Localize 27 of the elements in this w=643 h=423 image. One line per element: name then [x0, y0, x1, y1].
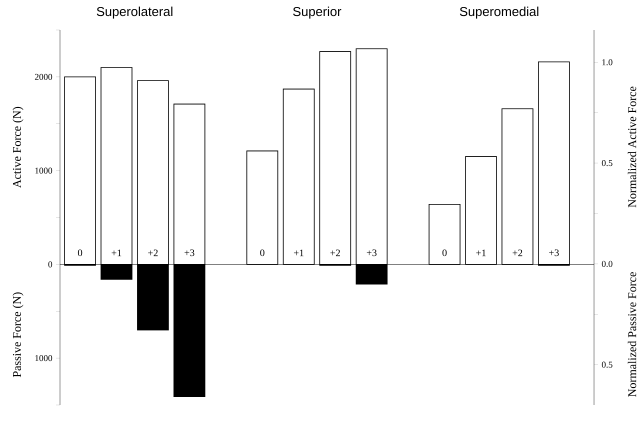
y2-tick-label: 1.0: [602, 59, 612, 66]
y-tick-label: 2000: [34, 74, 52, 80]
text: Normalized Passive Force: [628, 272, 636, 397]
x-tick-label: +1: [112, 250, 122, 256]
text: Passive Force (N): [12, 292, 24, 378]
x-tick-label: +3: [366, 249, 377, 256]
y2-tick-label: 0.5: [602, 160, 612, 166]
x-tick-label: 0: [260, 249, 264, 256]
text: Superior: [293, 6, 342, 19]
y2-axis-title: Normalized Active Force: [628, 86, 636, 208]
x-tick-label: +1: [476, 250, 486, 256]
x-tick-label: 0: [78, 249, 82, 256]
y-tick-label: 1000: [35, 355, 52, 362]
x-tick-label: +2: [512, 250, 522, 256]
x-tick-label: +2: [330, 250, 340, 256]
x-tick-label: 0: [442, 249, 447, 256]
x-tick-label: +1: [294, 250, 304, 256]
x-tick-label: +2: [148, 250, 158, 256]
x-tick-label: +3: [184, 249, 194, 256]
y-tick-label: 0: [48, 261, 52, 268]
y-tick-label: 1000: [35, 168, 52, 174]
text: Superomedial: [460, 6, 538, 19]
y2-tick-label: 0.5: [602, 362, 612, 368]
y2-tick-label: 0.0: [602, 260, 612, 267]
x-tick-label: +3: [549, 249, 559, 256]
y-axis-title: Active Force (N): [12, 106, 24, 188]
text: Superolateral: [96, 6, 172, 19]
